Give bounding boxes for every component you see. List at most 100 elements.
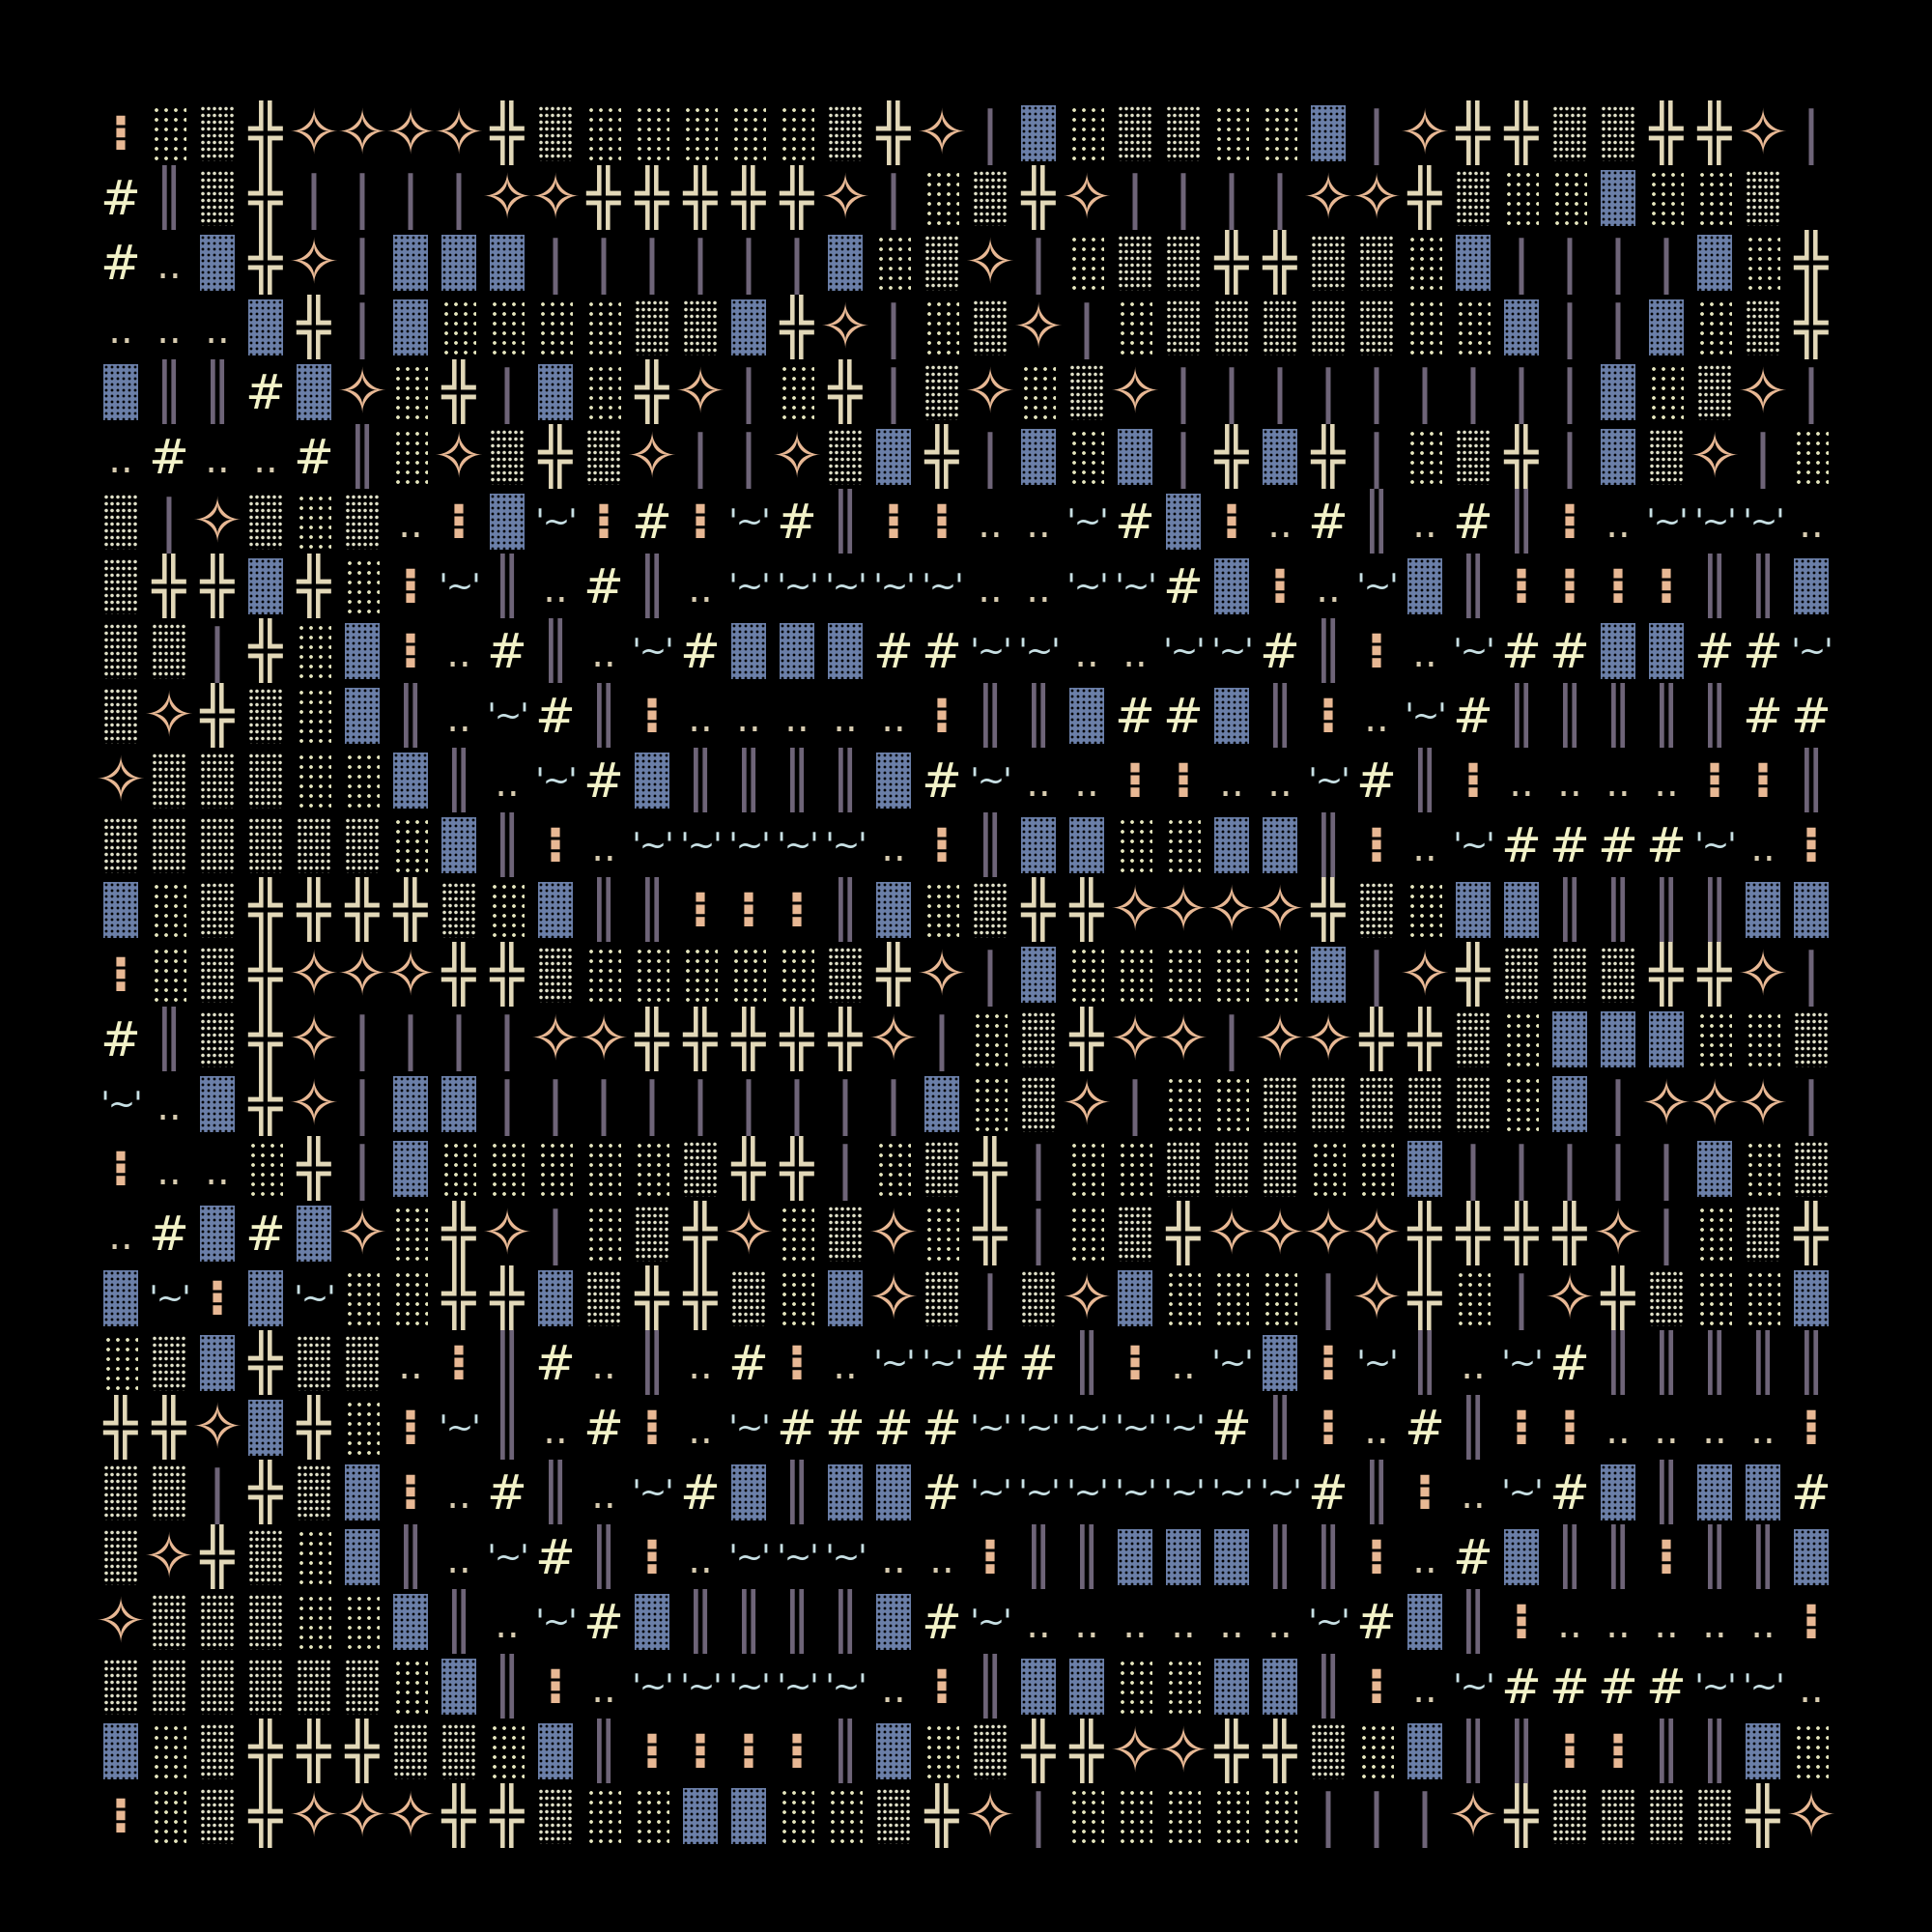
sparse-shade-glyph <box>580 1783 628 1848</box>
blue-block-glyph <box>869 1589 918 1654</box>
sparse-shade-glyph <box>1401 877 1449 942</box>
sparse-shade-glyph <box>966 1071 1014 1136</box>
tilde-glyph: '~' <box>632 825 673 865</box>
bar-glyph: | <box>497 1071 518 1136</box>
dots-glyph: .. <box>1219 761 1244 806</box>
bar-glyph: | <box>786 230 808 295</box>
cross-glyph: ╬ <box>200 554 235 618</box>
star-glyph: ✧ <box>483 165 531 230</box>
dense-shade-glyph <box>242 1589 290 1654</box>
dense-shade-glyph <box>1401 1071 1449 1136</box>
double-bar-glyph: ║ <box>972 1654 1009 1719</box>
cross-glyph: ╬ <box>924 1783 959 1848</box>
double-bar-glyph: ║ <box>682 1589 719 1654</box>
hash-glyph: # <box>1308 493 1349 550</box>
tilde-glyph: '~' <box>1115 1472 1156 1512</box>
star-glyph: ✧ <box>676 359 724 424</box>
dense-shade-glyph <box>1256 295 1304 359</box>
tilde-glyph: '~' <box>970 1407 1011 1447</box>
cross-glyph: ╬ <box>248 942 283 1007</box>
sparse-shade-glyph <box>1159 1071 1208 1136</box>
sparse-shade-glyph <box>1063 1201 1111 1265</box>
cross-glyph: ╬ <box>490 1265 525 1330</box>
cross-glyph: ╬ <box>1601 1265 1635 1330</box>
colon-glyph: ⁝ <box>932 492 952 551</box>
cross-glyph: ╬ <box>490 100 525 165</box>
dots-glyph: .. <box>446 1473 471 1518</box>
dense-shade-glyph <box>918 1265 966 1330</box>
sparse-shade-glyph <box>242 1136 290 1201</box>
dense-shade-glyph <box>580 1265 628 1330</box>
colon-glyph: ⁝ <box>739 880 758 939</box>
hash-glyph: # <box>1646 1658 1687 1715</box>
cross-glyph: ╬ <box>1504 1201 1539 1265</box>
dense-shade-glyph <box>966 165 1014 230</box>
sparse-shade-glyph <box>1304 1136 1352 1201</box>
dots-glyph: .. <box>108 1214 133 1259</box>
cross-glyph: ╬ <box>248 230 283 295</box>
cross-glyph: ╬ <box>876 942 911 1007</box>
blue-block-glyph <box>97 877 145 942</box>
sparse-shade-glyph <box>338 1265 386 1330</box>
dots-glyph: .. <box>881 696 906 741</box>
star-glyph: ✧ <box>918 942 966 1007</box>
bar-glyph: | <box>1511 1265 1532 1330</box>
double-bar-glyph: ║ <box>827 877 864 942</box>
double-bar-glyph: ║ <box>1696 683 1733 748</box>
double-bar-glyph: ║ <box>489 554 526 618</box>
star-glyph: ✧ <box>1159 1007 1208 1071</box>
tilde-glyph: '~' <box>1163 1472 1205 1512</box>
dense-shade-glyph <box>386 1719 435 1783</box>
sparse-shade-glyph <box>1449 1265 1497 1330</box>
dots-glyph: .. <box>591 826 616 870</box>
blue-block-glyph <box>97 359 145 424</box>
sparse-shade-glyph <box>724 942 773 1007</box>
colon-glyph: ⁝ <box>1560 492 1579 551</box>
star-glyph: ✧ <box>435 100 483 165</box>
tilde-glyph: '~' <box>825 1537 867 1577</box>
blue-block-glyph <box>1208 1654 1256 1719</box>
double-bar-glyph: ║ <box>1503 1719 1540 1783</box>
hash-glyph: # <box>1549 622 1590 679</box>
star-glyph: ✧ <box>1739 359 1787 424</box>
sparse-shade-glyph <box>580 359 628 424</box>
double-bar-glyph: ║ <box>151 1007 187 1071</box>
colon-glyph: ⁝ <box>1560 556 1579 615</box>
double-bar-glyph: ║ <box>1310 812 1347 877</box>
dense-shade-glyph <box>1159 230 1208 295</box>
sparse-shade-glyph <box>1256 942 1304 1007</box>
blue-block-glyph <box>1014 942 1063 1007</box>
blue-block-glyph <box>1304 942 1352 1007</box>
bar-glyph: | <box>1511 230 1532 295</box>
double-bar-glyph: ║ <box>1020 1524 1057 1589</box>
bar-glyph: | <box>1028 230 1049 295</box>
dots-glyph: .. <box>881 1667 906 1712</box>
dots-glyph: .. <box>1412 1538 1437 1582</box>
cross-glyph: ╬ <box>248 1071 283 1136</box>
star-glyph: ✧ <box>1739 942 1787 1007</box>
sparse-shade-glyph <box>386 1201 435 1265</box>
double-bar-glyph: ║ <box>489 1330 526 1395</box>
bar-glyph: | <box>690 230 711 295</box>
blue-block-glyph <box>821 1265 869 1330</box>
colon-glyph: ⁝ <box>1802 815 1821 874</box>
bar-glyph: | <box>931 1007 952 1071</box>
cross-glyph: ╬ <box>635 165 669 230</box>
star-glyph: ✧ <box>1449 1783 1497 1848</box>
sparse-shade-glyph <box>1642 165 1690 230</box>
dots-glyph: .. <box>398 1344 423 1388</box>
dots-glyph: .. <box>1267 502 1293 547</box>
dense-shade-glyph <box>435 1719 483 1783</box>
bar-glyph: | <box>1607 1136 1629 1201</box>
star-glyph: ✧ <box>193 1395 242 1460</box>
dots-glyph: .. <box>1799 1667 1824 1712</box>
bar-glyph: | <box>593 1071 614 1136</box>
star-glyph: ✧ <box>1111 359 1159 424</box>
blue-block-glyph <box>386 1071 435 1136</box>
tilde-glyph: '~' <box>1694 501 1736 541</box>
sparse-shade-glyph <box>1690 1265 1739 1330</box>
tilde-glyph: '~' <box>1066 1407 1108 1447</box>
colon-glyph: ⁝ <box>111 1139 130 1198</box>
cross-glyph: ╬ <box>1552 1201 1587 1265</box>
dense-shade-glyph <box>97 812 145 877</box>
